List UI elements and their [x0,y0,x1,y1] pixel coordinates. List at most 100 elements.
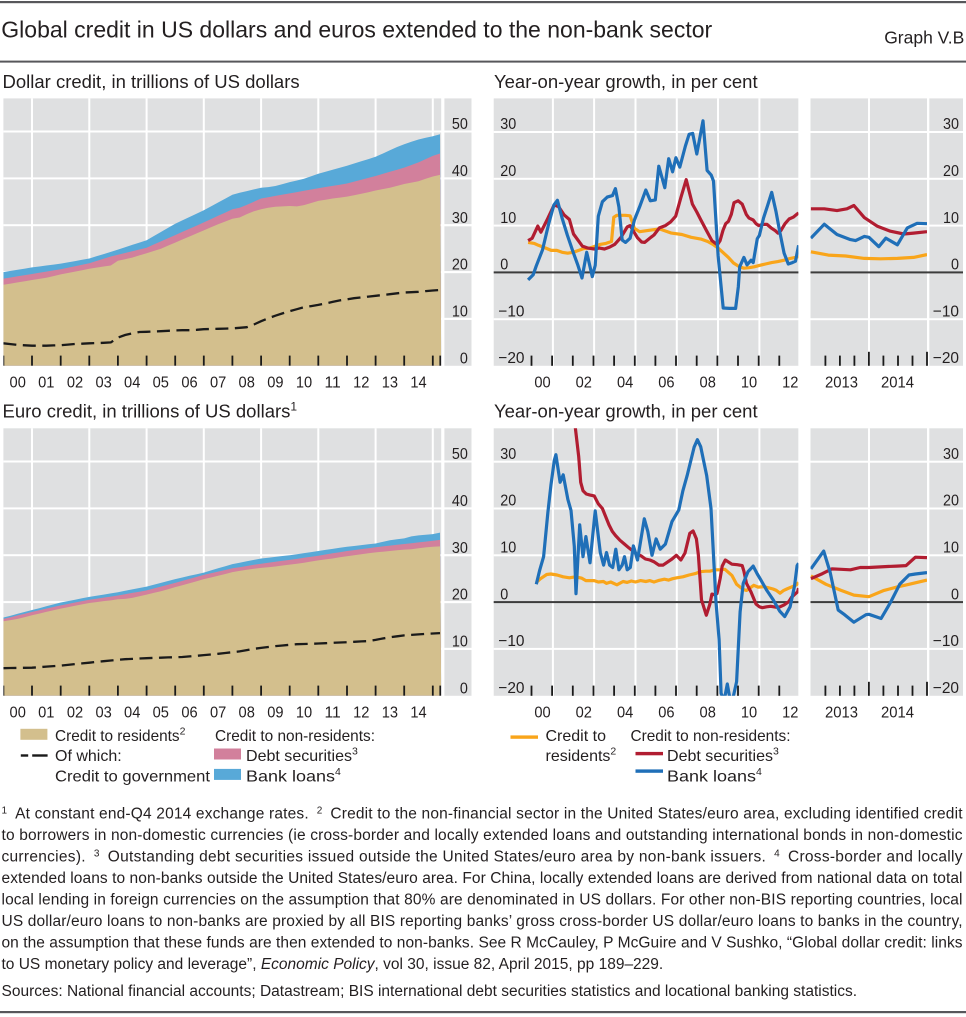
svg-text:−10: −10 [933,303,959,320]
svg-text:20: 20 [452,257,468,274]
svg-text:Year-on-year growth, in per ce: Year-on-year growth, in per cent [494,71,758,92]
svg-text:30: 30 [452,540,468,557]
svg-text:to borrowers in non-domestic c: to borrowers in non-domestic currencies … [2,827,963,844]
svg-text:10: 10 [741,704,757,721]
svg-text:12: 12 [782,374,798,391]
svg-text:10: 10 [741,374,757,391]
svg-text:06: 06 [658,374,674,391]
svg-text:20: 20 [500,163,516,180]
svg-text:20: 20 [500,493,516,510]
svg-text:13: 13 [382,704,398,721]
svg-text:Credit to government: Credit to government [55,768,211,785]
svg-text:to US monetary policy and leve: to US monetary policy and leverage”, Eco… [2,956,664,973]
svg-text:05: 05 [153,374,169,391]
svg-text:01: 01 [38,374,54,391]
svg-text:local lending in foreign curre: local lending in foreign currencies on t… [2,891,963,908]
svg-text:−20: −20 [933,350,959,367]
svg-text:11: 11 [324,374,340,391]
svg-text:00: 00 [10,374,26,391]
svg-text:10: 10 [296,704,312,721]
svg-text:20: 20 [452,587,468,604]
svg-text:06: 06 [181,704,197,721]
svg-text:Bank loans4: Bank loans4 [246,766,341,785]
svg-text:08: 08 [700,374,716,391]
svg-text:2013: 2013 [825,704,858,721]
svg-text:Global credit in US dollars an: Global credit in US dollars and euros ex… [1,17,712,43]
svg-text:04: 04 [617,704,633,721]
svg-text:residents2: residents2 [546,746,617,765]
svg-text:Credit to residents2: Credit to residents2 [55,726,186,745]
svg-text:30: 30 [500,446,516,463]
svg-text:06: 06 [181,374,197,391]
svg-text:Sources: National financial ac: Sources: National financial accounts; Da… [2,983,858,1000]
svg-text:US dollar/euro loans to non-ba: US dollar/euro loans to non-banks are pr… [2,913,963,930]
svg-text:10: 10 [452,304,468,321]
svg-text:−20: −20 [933,680,959,697]
svg-text:10: 10 [943,540,959,557]
svg-text:−10: −10 [933,633,959,650]
svg-text:−20: −20 [498,680,524,697]
svg-text:08: 08 [239,374,255,391]
svg-text:07: 07 [210,704,226,721]
svg-text:1 At constant end-Q4 2014 exch: 1 At constant end-Q4 2014 exchange rates… [2,805,964,822]
svg-text:0: 0 [460,680,468,697]
svg-text:extended loans to non-banks ou: extended loans to non-banks outside the … [2,870,963,887]
svg-text:00: 00 [534,374,550,391]
svg-text:Bank loans4: Bank loans4 [667,766,762,785]
svg-text:30: 30 [943,116,959,133]
svg-text:30: 30 [943,446,959,463]
svg-text:02: 02 [576,704,592,721]
svg-text:08: 08 [700,704,716,721]
svg-text:09: 09 [267,704,283,721]
svg-text:10: 10 [943,210,959,227]
svg-text:2014: 2014 [881,374,914,391]
svg-text:10: 10 [500,540,516,557]
svg-text:10: 10 [500,210,516,227]
svg-text:Euro credit, in trillions of U: Euro credit, in trillions of US dollars1 [3,400,298,422]
svg-text:−10: −10 [498,303,524,320]
svg-text:12: 12 [353,374,369,391]
svg-text:0: 0 [951,586,959,603]
svg-text:00: 00 [10,704,26,721]
svg-text:Credit to non-residents:: Credit to non-residents: [215,728,375,745]
svg-text:10: 10 [296,374,312,391]
svg-text:20: 20 [943,493,959,510]
svg-text:12: 12 [353,704,369,721]
svg-text:20: 20 [943,163,959,180]
svg-text:30: 30 [452,210,468,227]
svg-text:10: 10 [452,634,468,651]
svg-text:11: 11 [324,704,340,721]
svg-text:07: 07 [210,374,226,391]
svg-text:06: 06 [658,704,674,721]
svg-text:Credit to non-residents:: Credit to non-residents: [631,728,791,745]
svg-text:0: 0 [500,586,508,603]
svg-text:Debt securities3: Debt securities3 [246,746,358,765]
svg-text:04: 04 [617,374,633,391]
svg-text:40: 40 [452,163,468,180]
svg-text:0: 0 [500,257,508,274]
svg-text:0: 0 [460,350,468,367]
svg-text:Of which:: Of which: [55,748,122,765]
svg-text:−10: −10 [498,633,524,650]
svg-text:02: 02 [576,374,592,391]
svg-text:50: 50 [452,446,468,463]
svg-text:14: 14 [410,704,426,721]
svg-text:01: 01 [38,704,54,721]
svg-text:40: 40 [452,493,468,510]
svg-text:Credit to: Credit to [546,728,607,745]
svg-text:2013: 2013 [825,374,858,391]
svg-text:02: 02 [67,374,83,391]
svg-text:13: 13 [382,374,398,391]
svg-text:03: 03 [95,704,111,721]
svg-text:02: 02 [67,704,83,721]
svg-text:00: 00 [534,704,550,721]
svg-text:09: 09 [267,374,283,391]
svg-text:14: 14 [410,374,426,391]
svg-text:2014: 2014 [881,704,914,721]
svg-text:Graph V.B: Graph V.B [884,28,964,48]
svg-text:50: 50 [452,116,468,133]
svg-text:08: 08 [239,704,255,721]
svg-text:currencies). 3 Outstanding deb: currencies). 3 Outstanding debt securiti… [2,848,963,865]
svg-text:Year-on-year growth, in per ce: Year-on-year growth, in per cent [494,401,758,422]
svg-text:Debt securities3: Debt securities3 [667,746,779,765]
